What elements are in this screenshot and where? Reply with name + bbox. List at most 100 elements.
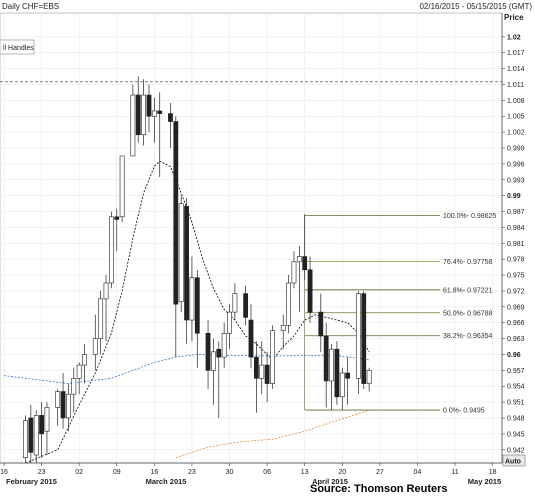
x-tick-label: 16 [150,469,158,476]
fib-level-label: 100.0%- 0.98625 [443,213,496,220]
y-tick-label: 1.02 [507,34,521,41]
candle-down [194,277,200,334]
candle-down [248,319,254,358]
y-tick-label: 0.99 [507,193,521,200]
candle-up [189,277,195,321]
candle-down [135,94,141,136]
candle-down [334,348,340,398]
candle-up [259,364,265,379]
candle-up [130,94,136,157]
y-tick-label: 0.981 [507,241,525,248]
y-tick-label: 0.957 [507,368,525,375]
y-tick-label: 0.993 [507,177,525,184]
candle-up [76,364,82,379]
y-tick-label: 0.945 [507,431,525,438]
candle-up [178,203,184,302]
candle-down [168,113,173,122]
candle-up [44,407,50,432]
moving-average-line [3,354,370,385]
month-label: May 2015 [468,477,501,486]
candle-down [114,216,120,220]
date-range: 02/16/2015 - 05/15/2015 (GMT) [419,2,532,11]
candle-down [307,269,313,313]
y-tick-label: 1.011 [507,82,524,89]
legend-box[interactable]: ll Handles [0,39,35,55]
candle-up [329,348,334,382]
month-label: April 2015 [312,477,348,486]
candle-down [323,335,329,382]
y-tick-label: 0.948 [507,416,525,423]
x-tick-label: 04 [414,469,422,476]
fib-level-label: 0.0%- 0.9495 [443,408,485,415]
candle-up [355,293,361,379]
x-tick-label: 23 [38,469,46,476]
auto-scale-button[interactable]: Auto [502,454,526,467]
candle-up [119,155,125,218]
candle-up [270,330,275,384]
x-tick-label: 20 [338,469,346,476]
fib-level-label: 61.8%- 0.97221 [443,287,493,294]
moving-average-line [175,409,370,459]
y-tick-label: 0.954 [507,384,525,391]
candle-up [92,338,98,355]
candle-up [339,372,345,398]
y-tick-label: 0.972 [507,288,525,295]
month-label: February 2015 [6,477,57,486]
auto-scale-button-label: Auto [505,459,521,466]
axis-layer: 1.02 1.017 1.014 1.011 1.008 1.005 1.002 0.999 0… [0,13,525,486]
candle-up [291,261,297,284]
candle-down [264,364,270,384]
candle-up [33,415,39,456]
candle-down [243,293,249,318]
candle-down [302,256,308,271]
candle-up [286,282,291,326]
x-tick-label: 06 [263,469,271,476]
candle-down [39,415,44,435]
fib-level-label: 50.0%- 0.96788 [443,310,493,317]
price-axis-label: Price [504,13,524,22]
candle-down [173,121,179,305]
source-credit: Source: Thomson Reuters [310,483,448,495]
fib-level-label: 76.4%- 0.97758 [443,259,493,266]
x-tick-label: 11 [451,469,458,476]
fib-level-label: 38.2%- 0.96354 [443,333,493,340]
y-tick-label: 0.96 [507,352,521,359]
candle-up [66,393,71,419]
candle-down [205,332,211,371]
y-tick-label: 0.966 [507,320,525,327]
x-tick-label: 18 [489,469,497,476]
legend-box-label: ll Handles [3,45,34,52]
candle-up [55,391,61,408]
candle-down [345,372,351,379]
moving-average-line [25,160,370,464]
candle-down [361,293,367,384]
x-tick-label: 23 [188,469,196,476]
candle-up [108,216,114,284]
y-tick-label: 1.005 [507,114,525,121]
y-tick-label: 0.969 [507,304,525,311]
candle-up [211,351,216,371]
candle-up [23,420,28,459]
y-tick-label: 0.999 [507,146,525,153]
fibonacci-layer: 100.0%- 0.98625 76.4%- 0.97758 61.8%- 0.97… [0,81,502,415]
x-tick-label: 13 [301,469,309,476]
moving-average-layer [3,160,370,464]
candle-up [227,311,232,334]
candle-down [318,311,324,337]
candle-up [71,377,77,395]
x-tick-label: 30 [226,469,234,476]
candle-up [366,370,372,384]
y-tick-label: 0.942 [507,447,525,454]
candle-up [82,354,87,366]
x-tick-label: 09 [113,469,121,476]
y-tick-label: 0.996 [507,161,525,168]
candle-layer [23,76,372,463]
y-tick-label: 1.014 [507,66,525,73]
x-tick-label: 16 [0,469,8,476]
candle-down [253,356,259,379]
y-tick-label: 0.978 [507,257,525,264]
y-tick-label: 0.951 [507,400,525,407]
candle-up [221,332,227,358]
